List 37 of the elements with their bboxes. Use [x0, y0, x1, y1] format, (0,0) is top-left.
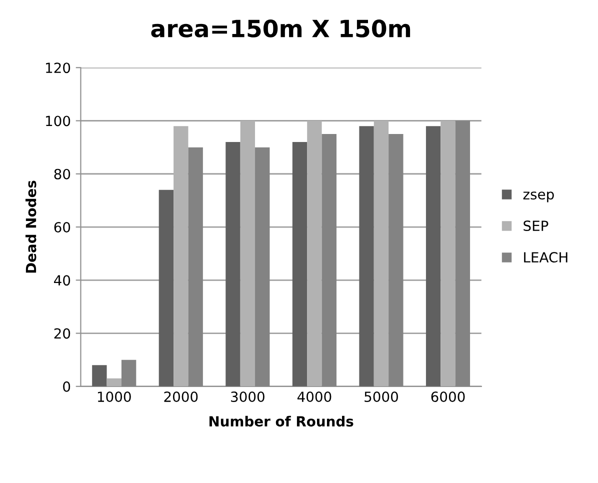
y-tick-label: 80	[54, 168, 70, 180]
x-tick-label: 5000	[364, 392, 398, 402]
bar	[426, 126, 441, 386]
bar	[307, 120, 322, 386]
bar	[322, 134, 336, 386]
bar	[174, 126, 188, 386]
bar	[158, 190, 174, 386]
bar	[106, 378, 122, 386]
bar	[226, 142, 240, 386]
x-tick-label: 4000	[297, 392, 332, 402]
y-tick-label: 100	[46, 116, 70, 126]
bar	[92, 365, 107, 386]
bar	[455, 120, 470, 386]
x-tick-label: 3000	[231, 392, 264, 402]
bar	[255, 147, 270, 386]
chart-title: area=150m X 150m	[151, 20, 410, 38]
y-tick-label: 60	[54, 222, 70, 232]
bar	[292, 142, 308, 386]
bar	[188, 147, 203, 386]
y-tick-label: 120	[46, 62, 70, 74]
x-tick-label: 1000	[98, 392, 131, 402]
y-tick-label: 40	[54, 275, 70, 286]
bar	[359, 126, 374, 386]
legend-label: LEACH	[524, 252, 568, 263]
legend-label: SEP	[524, 220, 548, 232]
bar	[121, 360, 136, 386]
y-tick-label: 0	[63, 381, 70, 392]
bar	[374, 120, 389, 386]
y-tick-label: 20	[54, 328, 70, 339]
x-axis-title: Number of Rounds	[210, 416, 354, 427]
y-axis-title: Dead Nodes	[26, 180, 36, 273]
x-tick-label: 6000	[431, 392, 465, 402]
legend-label: zsep	[523, 192, 554, 202]
bar	[388, 134, 404, 386]
x-tick-label: 2000	[164, 392, 198, 402]
bar	[240, 120, 256, 386]
bar	[440, 120, 456, 386]
